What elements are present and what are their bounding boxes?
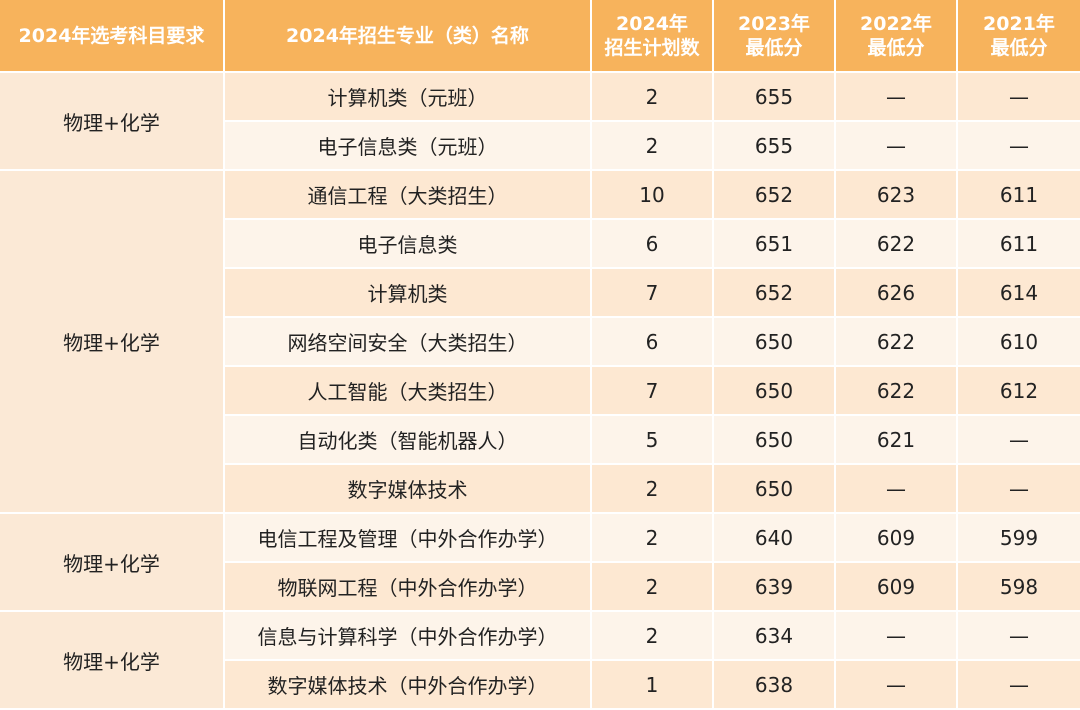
header-2023-min-score: 2023年 最低分 <box>713 0 836 73</box>
score-2023: 650 <box>713 366 836 416</box>
score-2022: 609 <box>835 513 958 563</box>
major-name: 自动化类（智能机器人） <box>224 415 592 465</box>
table-row: 自动化类（智能机器人） 5 650 621 — <box>0 415 1080 465</box>
table-header-row: 2024年选考科目要求 2024年招生专业（类）名称 2024年 招生计划数 20… <box>0 0 1080 73</box>
major-name: 人工智能（大类招生） <box>224 366 592 416</box>
score-2021: — <box>957 660 1080 710</box>
score-2021: — <box>957 611 1080 661</box>
score-2021: 599 <box>957 513 1080 563</box>
subject-group-cell: 物理+化学 <box>0 513 225 612</box>
score-2022: — <box>835 660 958 710</box>
score-2022: 623 <box>835 170 958 220</box>
score-2021: 598 <box>957 562 1080 612</box>
score-2023: 634 <box>713 611 836 661</box>
score-2023: 655 <box>713 72 836 122</box>
score-2021: — <box>957 72 1080 122</box>
table-row: 物联网工程（中外合作办学） 2 639 609 598 <box>0 562 1080 612</box>
score-2022: 609 <box>835 562 958 612</box>
score-2022: 622 <box>835 366 958 416</box>
score-2023: 640 <box>713 513 836 563</box>
table-row: 物理+化学 信息与计算科学（中外合作办学） 2 634 — — <box>0 611 1080 710</box>
plan-count: 10 <box>591 170 714 220</box>
table-row: 电子信息类（元班） 2 655 — — <box>0 121 1080 171</box>
score-2023: 650 <box>713 415 836 465</box>
score-2022: — <box>835 121 958 171</box>
score-2022: 622 <box>835 317 958 367</box>
plan-count: 2 <box>591 611 714 661</box>
score-2021: 610 <box>957 317 1080 367</box>
header-major-name: 2024年招生专业（类）名称 <box>224 0 592 73</box>
plan-count: 7 <box>591 268 714 318</box>
plan-count: 5 <box>591 415 714 465</box>
major-name: 通信工程（大类招生） <box>224 170 592 220</box>
header-subject-requirement: 2024年选考科目要求 <box>0 0 225 73</box>
plan-count: 2 <box>591 562 714 612</box>
plan-count: 2 <box>591 464 714 514</box>
score-2021: — <box>957 415 1080 465</box>
major-name: 计算机类（元班） <box>224 72 592 122</box>
plan-count: 6 <box>591 219 714 269</box>
score-2022: — <box>835 464 958 514</box>
header-plan-count: 2024年 招生计划数 <box>591 0 714 73</box>
score-2021: 611 <box>957 219 1080 269</box>
score-2021: 614 <box>957 268 1080 318</box>
major-name: 网络空间安全（大类招生） <box>224 317 592 367</box>
header-2021-min-score: 2021年 最低分 <box>957 0 1080 73</box>
table-row: 电子信息类 6 651 622 611 <box>0 219 1080 269</box>
score-2021: 612 <box>957 366 1080 416</box>
score-2023: 650 <box>713 464 836 514</box>
score-2023: 655 <box>713 121 836 171</box>
score-2023: 652 <box>713 268 836 318</box>
table-row: 物理+化学 计算机类（元班） 2 655 — — <box>0 72 1080 171</box>
header-2022-min-score: 2022年 最低分 <box>835 0 958 73</box>
score-2022: 621 <box>835 415 958 465</box>
plan-count: 2 <box>591 513 714 563</box>
major-name: 电子信息类（元班） <box>224 121 592 171</box>
score-2022: 626 <box>835 268 958 318</box>
table-row: 数字媒体技术（中外合作办学） 1 638 — — <box>0 660 1080 710</box>
table-row: 计算机类 7 652 626 614 <box>0 268 1080 318</box>
major-name: 计算机类 <box>224 268 592 318</box>
score-2021: — <box>957 121 1080 171</box>
table-row: 网络空间安全（大类招生） 6 650 622 610 <box>0 317 1080 367</box>
major-name: 信息与计算科学（中外合作办学） <box>224 611 592 661</box>
score-2022: — <box>835 72 958 122</box>
major-name: 物联网工程（中外合作办学） <box>224 562 592 612</box>
score-2022: 622 <box>835 219 958 269</box>
table-body: 物理+化学 计算机类（元班） 2 655 — — 电子信息类（元班） 2 655… <box>0 72 1080 710</box>
plan-count: 2 <box>591 121 714 171</box>
subject-group-cell: 物理+化学 <box>0 170 225 514</box>
plan-count: 6 <box>591 317 714 367</box>
major-name: 电信工程及管理（中外合作办学） <box>224 513 592 563</box>
score-2021: 611 <box>957 170 1080 220</box>
table-row: 人工智能（大类招生） 7 650 622 612 <box>0 366 1080 416</box>
score-2021: — <box>957 464 1080 514</box>
major-name: 数字媒体技术 <box>224 464 592 514</box>
subject-group-cell: 物理+化学 <box>0 611 225 710</box>
score-2023: 652 <box>713 170 836 220</box>
subject-group-cell: 物理+化学 <box>0 72 225 171</box>
table-row: 物理+化学 通信工程（大类招生） 10 652 623 611 <box>0 170 1080 514</box>
plan-count: 2 <box>591 72 714 122</box>
plan-count: 7 <box>591 366 714 416</box>
score-2022: — <box>835 611 958 661</box>
table-row: 数字媒体技术 2 650 — — <box>0 464 1080 514</box>
major-name: 数字媒体技术（中外合作办学） <box>224 660 592 710</box>
score-2023: 638 <box>713 660 836 710</box>
score-2023: 651 <box>713 219 836 269</box>
major-name: 电子信息类 <box>224 219 592 269</box>
table-row: 物理+化学 电信工程及管理（中外合作办学） 2 640 609 599 <box>0 513 1080 612</box>
score-2023: 639 <box>713 562 836 612</box>
score-2023: 650 <box>713 317 836 367</box>
plan-count: 1 <box>591 660 714 710</box>
